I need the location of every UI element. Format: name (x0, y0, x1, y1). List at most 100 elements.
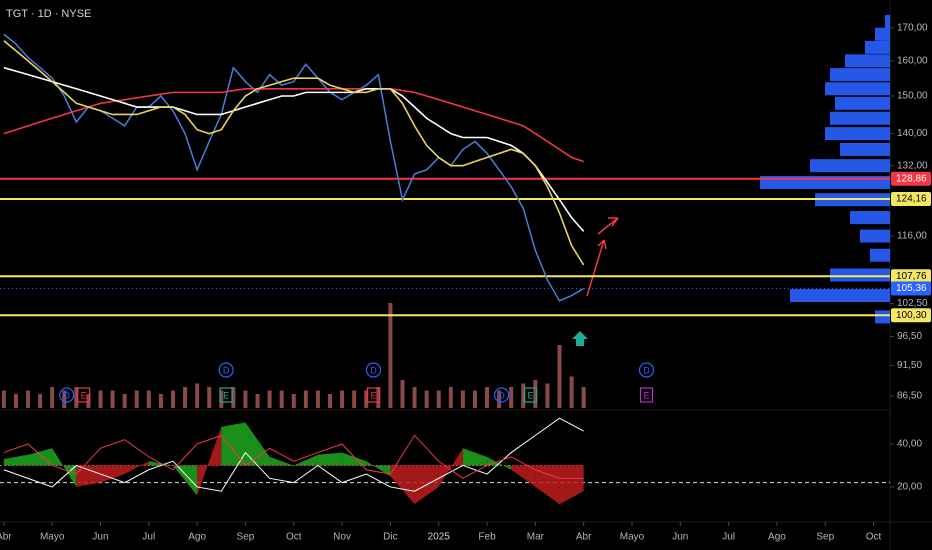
momentum-area (197, 426, 222, 496)
moving-average (3, 40, 585, 266)
volume-profile-bar (885, 14, 890, 28)
event-label: E (223, 390, 229, 400)
volume-bar (533, 380, 538, 408)
price-tag (891, 308, 931, 323)
momentum-area (342, 452, 367, 466)
volume-bar (376, 387, 381, 408)
price-tag-label: 100,30 (896, 310, 927, 321)
volume-bar (243, 390, 248, 408)
volume-bar (315, 390, 320, 408)
x-tick-label: Abr (0, 532, 12, 543)
momentum-area (3, 454, 29, 466)
x-tick-label: Sep (816, 532, 834, 543)
y-tick-label: 91,50 (897, 360, 922, 371)
volume-profile-bar (860, 229, 890, 243)
volume-profile-bar (830, 268, 890, 282)
event-label: D (63, 390, 70, 400)
oscillator-line (3, 434, 584, 479)
x-tick-label: Jun (92, 532, 108, 543)
event-marker (219, 387, 233, 403)
x-tick-label: Mayo (40, 532, 65, 543)
volume-bar (255, 394, 260, 408)
volume-profile-bar (810, 159, 890, 173)
volume-bar (50, 387, 55, 408)
price-tag-label: 124,16 (896, 194, 927, 205)
momentum-area (52, 448, 77, 487)
x-tick-label: Jul (722, 532, 735, 543)
momentum-area (269, 456, 294, 466)
momentum-area (124, 461, 149, 475)
y-tick-label: 132,00 (897, 160, 928, 171)
volume-bar (1, 390, 6, 408)
momentum-area (100, 465, 125, 483)
signal-arrow (572, 331, 588, 346)
volume-bar (267, 390, 272, 408)
volume-bar (38, 394, 43, 408)
volume-profile-bar (865, 40, 890, 54)
event-marker (365, 362, 382, 378)
volume-bar (303, 390, 308, 408)
price-tag (891, 269, 931, 284)
y-tick-label: 160,00 (897, 55, 928, 66)
event-marker (493, 387, 510, 403)
x-tick-label: Nov (333, 532, 351, 543)
x-tick-label: 2025 (428, 532, 451, 543)
event-label: E (643, 390, 649, 400)
event-marker (218, 362, 234, 378)
y-tick-label: 150,00 (897, 91, 928, 102)
volume-bar (62, 390, 67, 408)
momentum-area (293, 454, 318, 466)
y-tick-label: 170,00 (897, 22, 928, 33)
momentum-area (317, 452, 343, 466)
volume-bar (521, 383, 526, 408)
y-tick-label: 20,00 (897, 482, 922, 493)
x-tick-label: Dic (383, 532, 397, 543)
event-label: D (370, 365, 377, 375)
volume-bar (86, 394, 91, 408)
event-marker (523, 387, 538, 403)
volume-bar (352, 390, 357, 408)
x-tick-label: Jul (142, 532, 155, 543)
y-tick-label: 86,50 (897, 391, 922, 402)
volume-bar (412, 387, 417, 408)
price-tag-label: 128,86 (896, 173, 927, 184)
price-tag (891, 281, 931, 296)
momentum-area (438, 448, 463, 487)
y-tick-label: 102,50 (897, 298, 928, 309)
volume-profile-bar (845, 54, 890, 68)
event-label: E (528, 390, 534, 400)
volume-bar (569, 376, 574, 408)
volume-bar (98, 390, 103, 408)
price-tag (891, 171, 931, 186)
x-tick-label: Jun (672, 532, 688, 543)
volume-bar (291, 394, 296, 408)
volume-bar (195, 383, 200, 408)
volume-profile-bar (835, 96, 890, 110)
volume-profile-bar (870, 248, 890, 262)
volume-bar (448, 387, 453, 408)
volume-bar (364, 390, 369, 408)
projection-arrow-head (597, 217, 619, 235)
volume-bar (485, 387, 490, 408)
moving-average (3, 66, 585, 232)
event-marker (59, 387, 75, 403)
volume-profile-bar (850, 211, 890, 225)
volume-bar (26, 390, 31, 408)
volume-bar (146, 390, 151, 408)
volume-bar (388, 303, 393, 408)
volume-bar (231, 387, 236, 408)
event-label: D (643, 365, 650, 375)
y-tick-label: 96,50 (897, 331, 922, 342)
momentum-area (559, 465, 584, 505)
momentum-area (535, 465, 560, 505)
volume-bar (581, 387, 586, 408)
volume-bar (207, 387, 212, 408)
momentum-area (172, 465, 198, 496)
volume-bar (545, 383, 550, 408)
event-marker (366, 387, 381, 403)
volume-bar (509, 387, 514, 408)
x-tick-label: Oct (286, 532, 302, 543)
volume-bar (436, 390, 441, 408)
